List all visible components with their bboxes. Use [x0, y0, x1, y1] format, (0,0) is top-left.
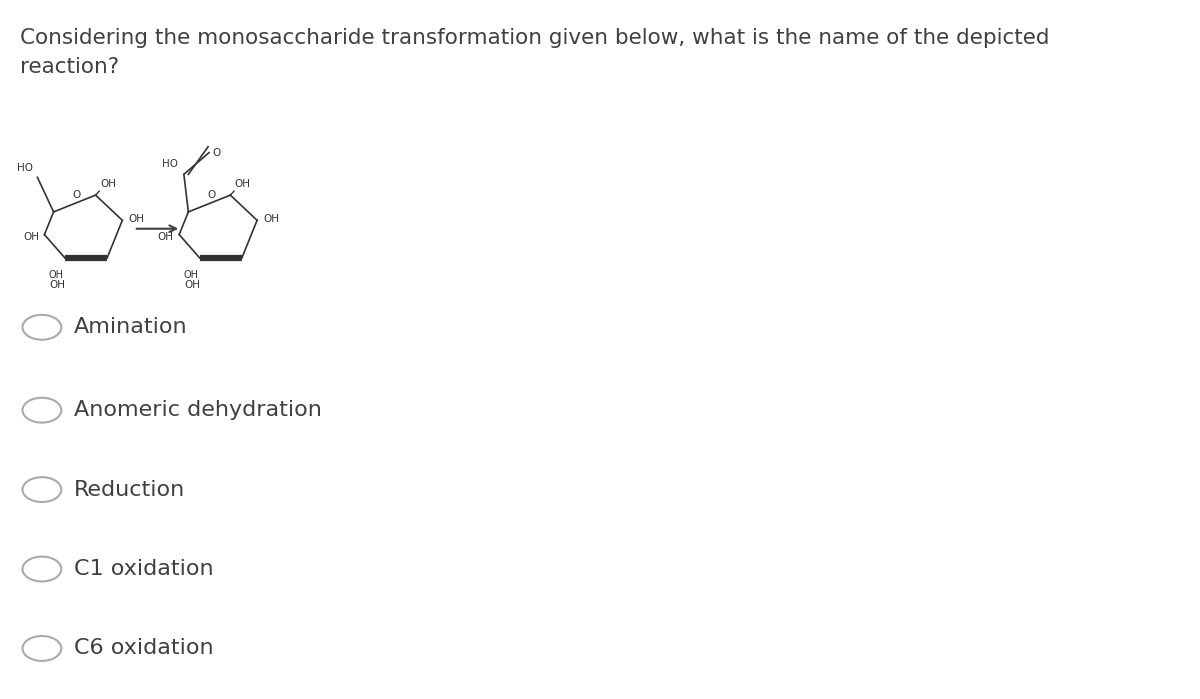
Text: Considering the monosaccharide transformation given below, what is the name of t: Considering the monosaccharide transform… — [20, 28, 1050, 78]
Text: OH: OH — [184, 270, 198, 280]
Text: OH: OH — [100, 179, 116, 189]
Text: HO: HO — [17, 164, 32, 173]
Text: O: O — [72, 189, 80, 199]
Text: O: O — [208, 189, 215, 199]
Text: C6 oxidation: C6 oxidation — [74, 638, 214, 658]
Text: O: O — [212, 147, 221, 158]
Text: Amination: Amination — [74, 317, 188, 338]
Text: OH: OH — [23, 231, 40, 242]
Text: C1 oxidation: C1 oxidation — [74, 559, 214, 579]
Text: Reduction: Reduction — [74, 480, 186, 500]
Text: OH: OH — [158, 231, 174, 242]
Text: Anomeric dehydration: Anomeric dehydration — [74, 400, 322, 420]
Text: OH: OH — [235, 179, 251, 189]
Text: OH: OH — [48, 270, 64, 280]
Text: HO: HO — [162, 159, 179, 169]
Text: OH: OH — [128, 215, 145, 224]
Text: OH: OH — [184, 280, 200, 290]
Text: OH: OH — [263, 215, 280, 224]
Text: OH: OH — [49, 280, 66, 290]
